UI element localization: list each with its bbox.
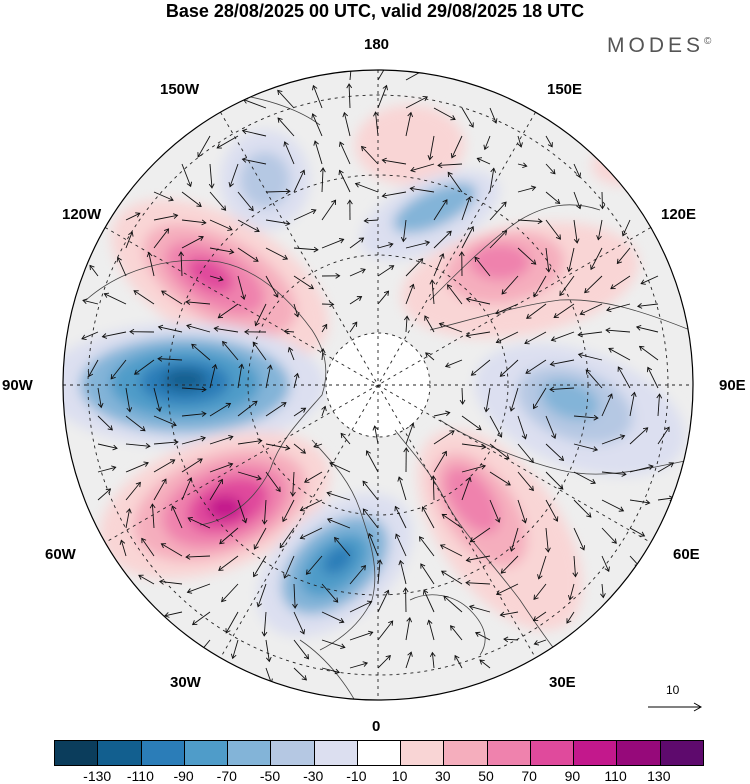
reference-vector-arrow — [648, 703, 701, 711]
lon-label-60e: 60E — [673, 546, 700, 563]
lon-label-90e: 90E — [719, 377, 746, 394]
lon-label-180: 180 — [364, 36, 389, 53]
wind-vector-head — [422, 68, 427, 72]
lon-label-60w: 60W — [45, 546, 76, 563]
lon-label-30w: 30W — [170, 674, 201, 691]
lon-label-0: 0 — [372, 718, 380, 735]
colorbar-segment — [270, 741, 313, 765]
colorbar-tick-label: -110 — [127, 768, 154, 784]
colorbar-tick-label: 130 — [647, 768, 670, 784]
colorbar-tick-label: 70 — [521, 768, 537, 784]
colorbar-segment — [443, 741, 486, 765]
colorbar-segment — [357, 741, 400, 765]
colorbar-tick-label: 30 — [435, 768, 451, 784]
colorbar-segment — [530, 741, 573, 765]
colorbar-tick-label: -130 — [83, 768, 111, 784]
colorbar-segment — [55, 741, 97, 765]
colorbar-segment — [141, 741, 184, 765]
colorbar-tick-label: 110 — [604, 768, 626, 784]
lon-label-30e: 30E — [549, 674, 576, 691]
colorbar-tick-label: -90 — [173, 768, 193, 784]
colorbar-segment — [400, 741, 443, 765]
colorbar-tick-label: -50 — [260, 768, 280, 784]
wind-vector-head — [200, 648, 204, 653]
colorbar-segment — [573, 741, 616, 765]
wind-vector-head — [386, 59, 390, 64]
colorbar — [54, 740, 704, 766]
colorbar-tick-label: 50 — [478, 768, 494, 784]
lon-label-120w: 120W — [62, 206, 101, 223]
colorbar-segment — [97, 741, 140, 765]
wind-vector-head — [349, 56, 354, 60]
lon-label-90w: 90W — [2, 377, 33, 394]
colorbar-segment — [487, 741, 530, 765]
lon-label-120e: 120E — [661, 206, 696, 223]
colorbar-segment — [314, 741, 357, 765]
colorbar-tick-label: -10 — [346, 768, 366, 784]
colorbar-ticks: -130 -110 -90 -70 -50 -30 -10 10 30 50 70 90 110 130 — [0, 768, 750, 784]
colorbar-segment — [184, 741, 227, 765]
colorbar-segment — [227, 741, 270, 765]
colorbar-segment — [616, 741, 659, 765]
colorbar-tick-label: 90 — [565, 768, 581, 784]
colorbar-tick-label: -30 — [303, 768, 323, 784]
lon-label-150e: 150E — [547, 81, 582, 98]
colorbar-tick-label: -70 — [217, 768, 237, 784]
colorbar-segment — [660, 741, 703, 765]
lon-label-150w: 150W — [160, 81, 199, 98]
reference-vector-label: 10 — [666, 683, 679, 697]
colorbar-tick-label: 10 — [392, 768, 408, 784]
